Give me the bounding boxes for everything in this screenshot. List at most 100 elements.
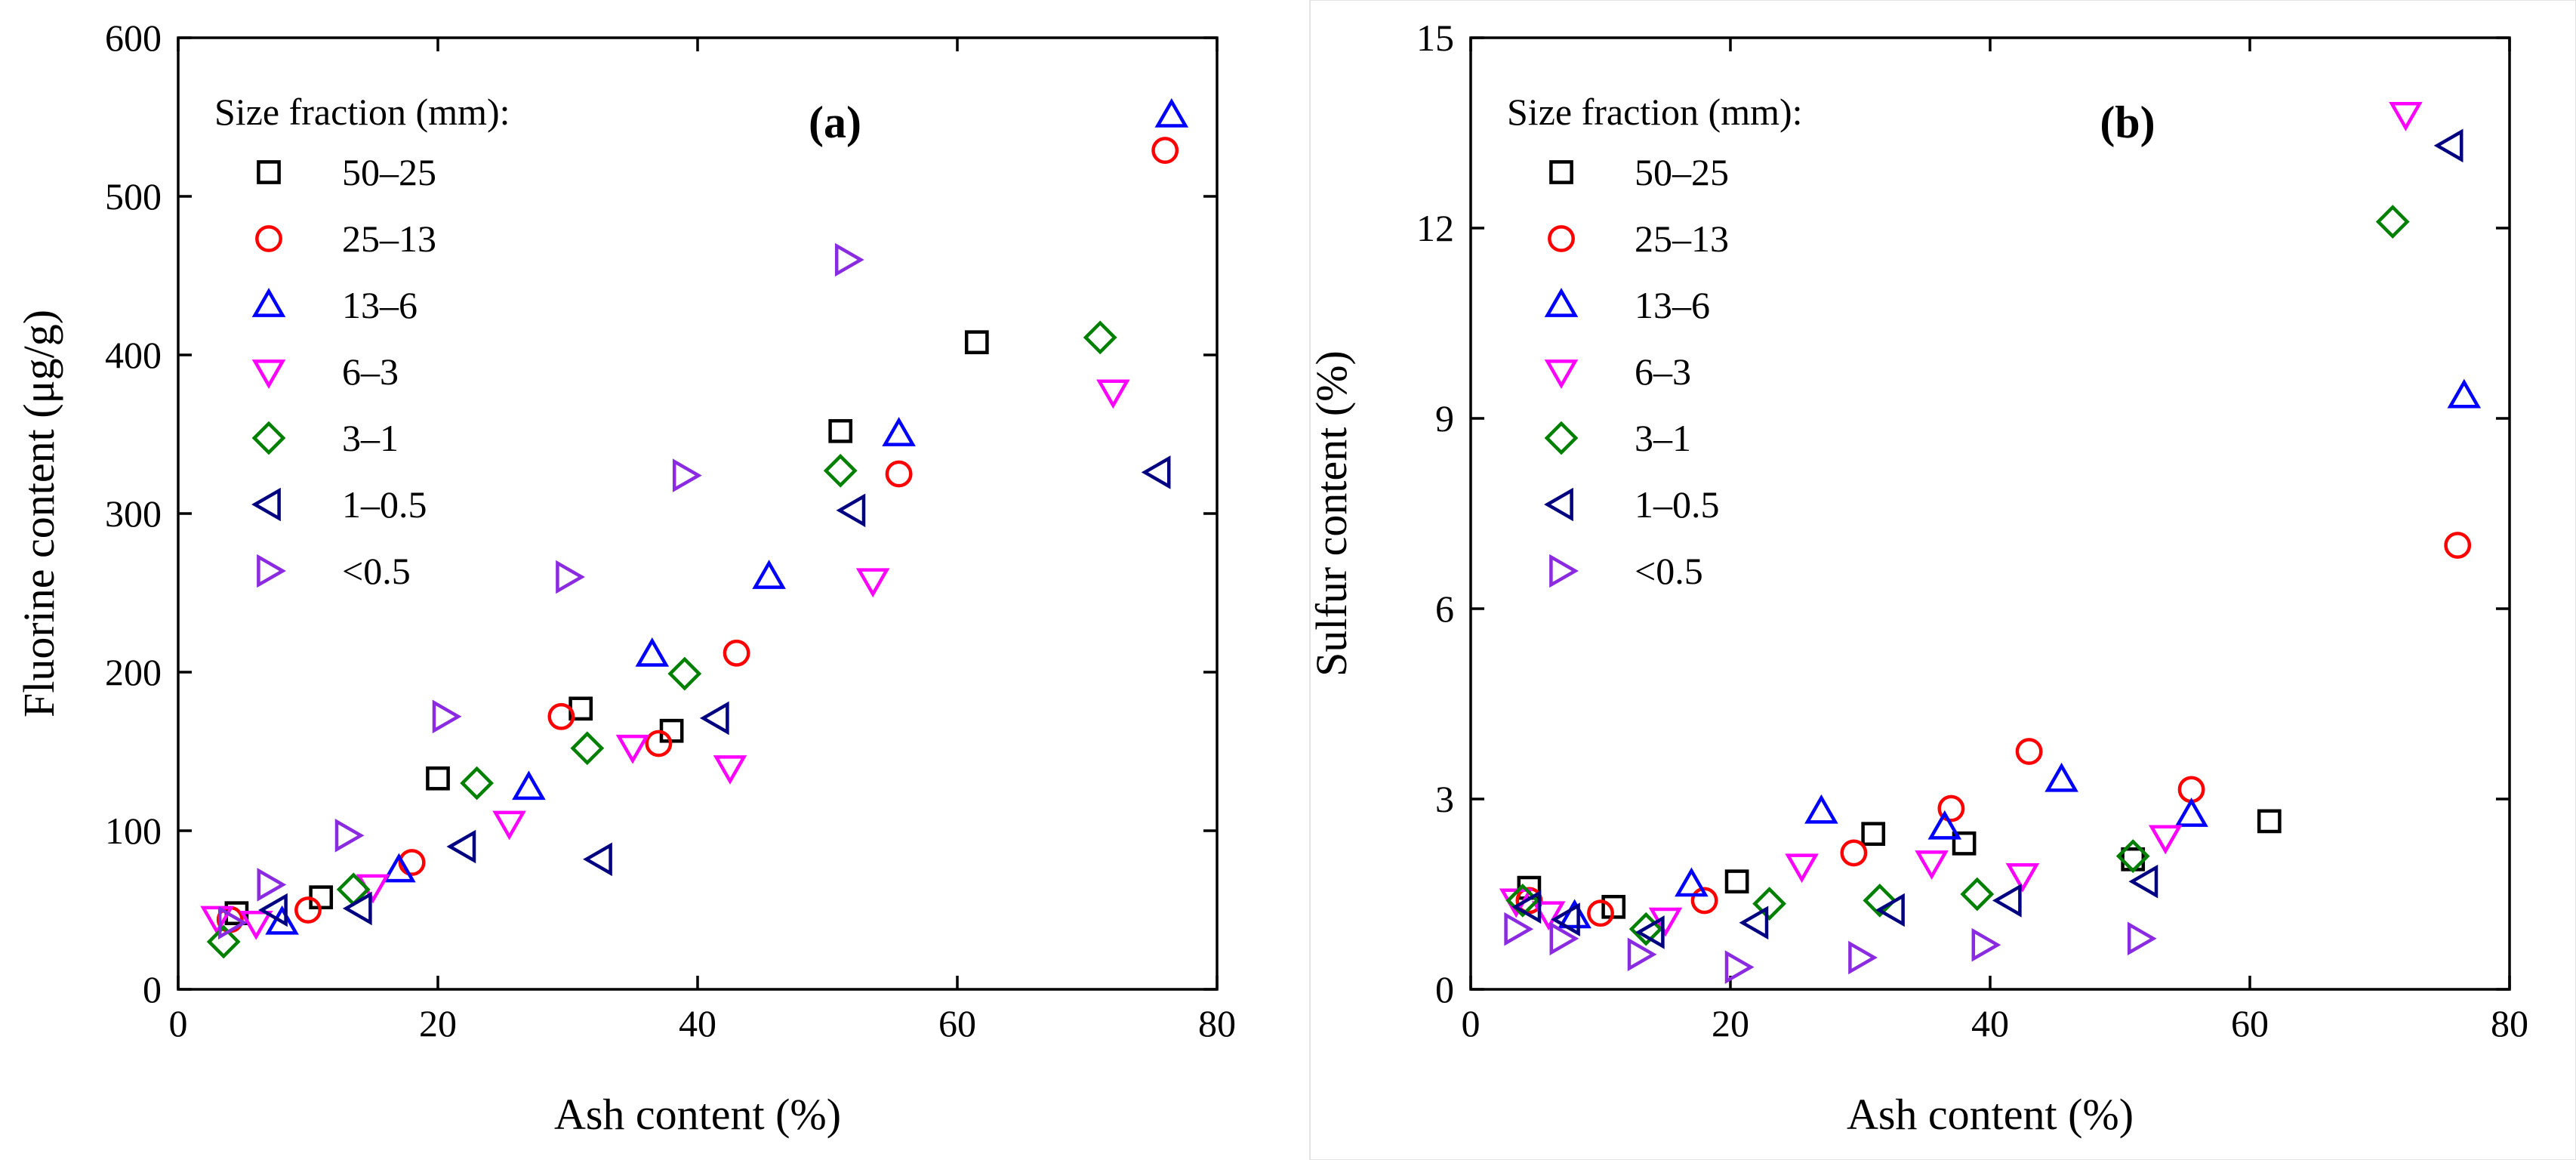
panel-a-label: (a) <box>809 97 861 147</box>
panel-a-data-point <box>547 702 575 730</box>
panel-a-x-tick-label: 80 <box>1198 1002 1236 1044</box>
panel-a-data-point <box>257 868 287 902</box>
panel-b-data-point <box>1927 810 1962 840</box>
panel-b-label: (b) <box>2100 97 2155 147</box>
panel-a-data-point <box>834 242 864 277</box>
panel-a-data-point <box>1141 455 1171 489</box>
panel-b-legend-title: Size fraction (mm): <box>1507 91 1803 133</box>
panel-a-legend-marker <box>251 359 286 389</box>
panel-b-data-point <box>1627 937 1657 972</box>
panel-b-data-point <box>1531 901 1566 931</box>
panel-a-series <box>217 242 864 940</box>
panel-a-data-point <box>635 637 670 667</box>
panel-b-data-point <box>1804 794 1838 824</box>
panel-a-data-point <box>398 849 426 876</box>
panel-b-data-point <box>2044 762 2078 792</box>
panel-b-data-point <box>1587 899 1614 927</box>
panel-a-legend-marker <box>255 225 282 252</box>
panel-a-x-axis-label: Ash content (%) <box>554 1090 841 1139</box>
panel-a-data-point <box>855 568 890 598</box>
panel-a-data-point <box>570 731 605 766</box>
panel-a-y-tick-label: 400 <box>105 334 162 376</box>
panel-a-data-point <box>294 896 322 924</box>
panel-b-data-point <box>2447 378 2482 409</box>
panel-b-data-point <box>1992 884 2022 918</box>
panel-b-data-point <box>1724 869 1749 894</box>
panel-a-y-tick-label: 100 <box>105 810 162 852</box>
panel-a-data-point <box>885 460 913 488</box>
panel-a-data-point <box>882 417 916 446</box>
panel-a-y-tick-label: 200 <box>105 651 162 693</box>
panel-a-series <box>224 330 989 926</box>
panel-a-data-point <box>823 453 858 488</box>
panel-b-data-point <box>1971 927 2001 962</box>
panel-a-legend-marker <box>257 160 281 184</box>
panel-b-x-tick-label: 20 <box>1712 1002 1749 1044</box>
panel-a-y-tick-label: 500 <box>105 175 162 218</box>
panel-b-data-point <box>2015 738 2043 765</box>
panel-b-x-axis-label: Ash content (%) <box>1847 1090 2134 1139</box>
panel-a-legend-entry: 3–1 <box>342 417 399 459</box>
panel-a-data-point <box>1151 137 1179 165</box>
panel-a-series <box>200 379 1130 940</box>
panel-b-legend-marker <box>1544 487 1573 522</box>
panel-a-data-point <box>446 829 476 864</box>
panel-a-series <box>206 320 1117 959</box>
panel-a-x-tick-label: 60 <box>938 1002 976 1044</box>
panel-a-data-point <box>239 910 273 940</box>
panel-a-data-point <box>1096 379 1130 409</box>
panel-a-data-point <box>200 905 234 936</box>
panel-a-data-point <box>492 810 526 841</box>
panel-b-data-point <box>2005 862 2040 893</box>
panel-b-data-point <box>1549 921 1579 956</box>
panel-b-legend-entry: 6–3 <box>1635 350 1691 393</box>
panel-a-data-point <box>382 853 416 883</box>
panel-b-data-point <box>1635 915 1665 949</box>
panel-b-data-point <box>1601 894 1626 919</box>
panel-b-legend-marker <box>1549 554 1579 588</box>
panel-b-y-tick-label: 3 <box>1435 778 1454 820</box>
panel-b-data-point <box>1690 887 1718 915</box>
panel-a-y-axis-label: Fluorine content (μg/g) <box>14 310 63 717</box>
panel-b-legend-entry: 1–0.5 <box>1635 483 1720 526</box>
panel-b: 0 20 40 60 80 0 3 6 9 12 15 Ash content (%) Sulfur c… <box>1307 17 2528 1139</box>
panel-a-legend-entry: 6–3 <box>342 350 399 393</box>
panel-a-data-point <box>460 766 494 801</box>
panel-b-data-point <box>2174 798 2208 827</box>
panel-a-data-point <box>432 699 462 734</box>
panel-b-legend-marker <box>1549 160 1573 184</box>
panel-a-data-point <box>258 893 288 927</box>
panel-a-data-point <box>512 770 546 801</box>
panel-a-x-tick-label: 40 <box>679 1002 716 1044</box>
panel-a-data-point <box>206 924 241 959</box>
panel-b-data-point <box>1558 899 1592 929</box>
panel-a-legend-entry: <0.5 <box>342 550 411 592</box>
panel-b-x-tick-label: 0 <box>1462 1002 1481 1044</box>
panel-b-data-point <box>1863 884 1897 918</box>
panel-a-data-point <box>699 701 729 736</box>
panel-b-y-tick-label: 15 <box>1416 17 1454 59</box>
panel-b-y-axis-label: Sulfur content (%) <box>1307 350 1356 677</box>
panel-a-data-point <box>752 560 786 589</box>
panel-a-data-point <box>964 330 989 355</box>
panel-a-data-point <box>556 560 585 594</box>
panel-b-data-point <box>1960 877 1995 912</box>
panel-b-data-point <box>2128 864 2158 899</box>
panel-b-data-point <box>1937 794 1965 822</box>
panel-b-data-point <box>1504 912 1534 946</box>
panel-b-series <box>1515 532 2472 927</box>
panel-a-data-point <box>645 730 673 757</box>
panel-b-data-point <box>1848 940 1878 975</box>
panel-b-y-tick-label: 9 <box>1435 397 1454 440</box>
panel-a-data-point <box>615 734 650 764</box>
panel-b-series <box>1504 912 2157 984</box>
panel-a-data-point <box>1083 320 1117 355</box>
panel-a-data-point <box>583 842 612 877</box>
panel-b-data-point <box>1915 850 1949 880</box>
panel-a-y-tick-label: 600 <box>105 17 162 59</box>
panel-b-data-point <box>2148 825 2183 855</box>
panel-b-data-point <box>1752 887 1786 921</box>
panel-b-data-point <box>1739 905 1769 940</box>
panel-a-legend-entry: 25–13 <box>342 218 436 260</box>
